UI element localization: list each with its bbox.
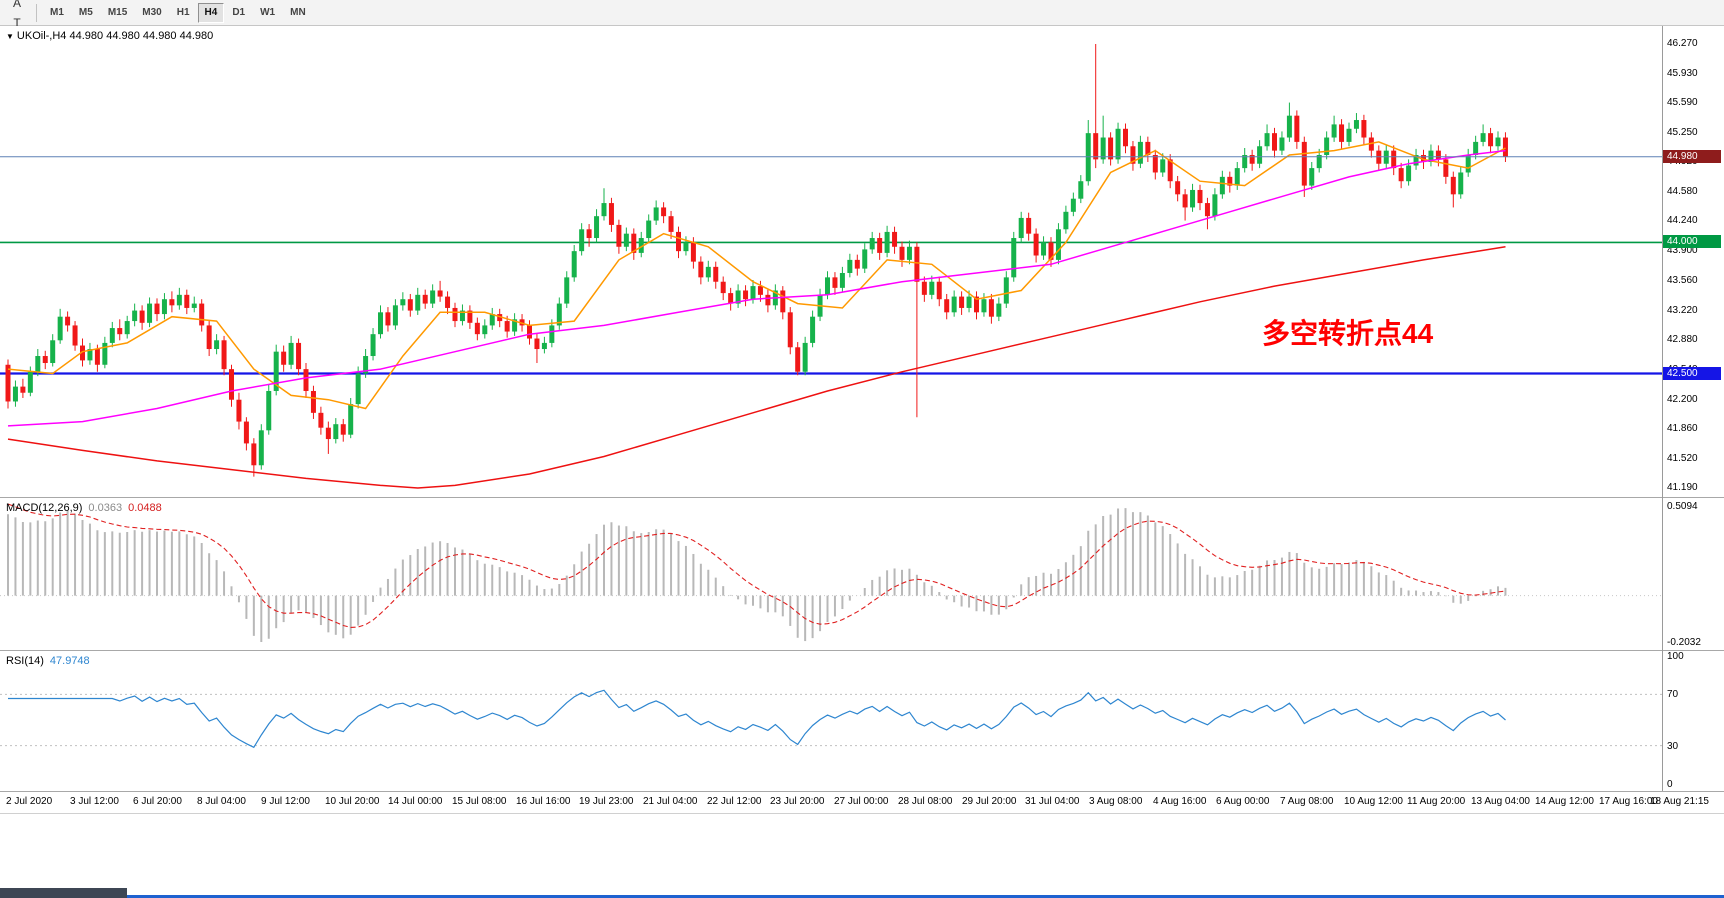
time-axis-label: 21 Jul 04:00 xyxy=(643,796,698,807)
macd-panel[interactable]: MACD(12,26,9) 0.0363 0.0488 0.5094 -0.2032 xyxy=(0,498,1724,650)
price-axis-label: 44.240 xyxy=(1667,215,1698,226)
price-axis-label: 45.930 xyxy=(1667,68,1698,79)
hline-price-badge: 44.000 xyxy=(1663,235,1721,248)
rsi-axis-label: 0 xyxy=(1667,779,1673,790)
rsi-indicator-name: RSI(14) xyxy=(6,655,44,667)
time-axis-label: 29 Jul 20:00 xyxy=(962,796,1017,807)
price-axis-label: 42.200 xyxy=(1667,394,1698,405)
timeframe-w1-button[interactable]: W1 xyxy=(260,7,276,18)
time-axis-label: 3 Aug 08:00 xyxy=(1089,796,1143,807)
time-axis-label: 18 Aug 21:15 xyxy=(1650,796,1709,807)
chart-title: ▼ UKOil-,H4 44.980 44.980 44.980 44.980 xyxy=(6,30,213,42)
bottom-tab xyxy=(0,888,127,898)
symbol-dropdown-icon[interactable]: ▼ xyxy=(6,32,14,41)
price-axis-label: 46.270 xyxy=(1667,38,1698,49)
time-axis-label: 4 Aug 16:00 xyxy=(1153,796,1207,807)
rsi-axis-label: 100 xyxy=(1667,651,1684,662)
rsi-axis-label: 30 xyxy=(1667,741,1679,752)
time-axis-label: 31 Jul 04:00 xyxy=(1025,796,1080,807)
time-axis-label: 8 Jul 04:00 xyxy=(197,796,246,807)
timeframe-m15-button[interactable]: M15 xyxy=(107,7,128,18)
time-axis-label: 10 Aug 12:00 xyxy=(1344,796,1403,807)
price-axis-label: 45.590 xyxy=(1667,97,1698,108)
current-price-badge: 44.980 xyxy=(1663,150,1721,163)
chart-bottom-border xyxy=(0,813,1724,814)
timeframe-h1-button[interactable]: H1 xyxy=(176,7,190,18)
price-axis-label: 41.520 xyxy=(1667,453,1698,464)
price-axis-label: 43.560 xyxy=(1667,275,1698,286)
price-axis-label: 43.900 xyxy=(1667,245,1698,256)
timeframe-h4-button[interactable]: H4 xyxy=(197,2,225,23)
text-annotation-icon[interactable]: A xyxy=(12,0,21,10)
price-axis-label: 42.880 xyxy=(1667,334,1698,345)
time-axis-label: 3 Jul 12:00 xyxy=(70,796,119,807)
timeframe-m30-button[interactable]: M30 xyxy=(142,7,162,18)
time-axis-label: 22 Jul 12:00 xyxy=(707,796,762,807)
time-axis-label: 10 Jul 20:00 xyxy=(325,796,380,807)
time-axis-label: 14 Aug 12:00 xyxy=(1535,796,1594,807)
hline-price-badge: 42.500 xyxy=(1663,367,1721,380)
price-axis-label: 44.580 xyxy=(1667,186,1698,197)
rsi-chart[interactable] xyxy=(0,651,1662,791)
time-axis-label: 11 Aug 20:00 xyxy=(1407,796,1466,807)
panel-splitter[interactable] xyxy=(0,497,1724,498)
panel-splitter[interactable] xyxy=(0,791,1724,792)
rsi-value: 47.9748 xyxy=(49,655,90,667)
time-axis-label: 28 Jul 08:00 xyxy=(898,796,953,807)
macd-chart[interactable] xyxy=(0,498,1662,650)
time-axis-label: 27 Jul 00:00 xyxy=(834,796,889,807)
time-axis-label: 19 Jul 23:00 xyxy=(579,796,634,807)
rsi-label: RSI(14) 47.9748 xyxy=(6,655,90,667)
price-axis-label: 45.250 xyxy=(1667,127,1698,138)
time-axis-label: 16 Jul 16:00 xyxy=(516,796,571,807)
macd-label: MACD(12,26,9) 0.0363 0.0488 xyxy=(6,502,162,514)
time-axis-label: 6 Aug 00:00 xyxy=(1216,796,1270,807)
rsi-axis-label: 70 xyxy=(1667,689,1679,700)
time-axis-label: 2 Jul 2020 xyxy=(6,796,53,807)
time-axis-label: 14 Jul 00:00 xyxy=(388,796,443,807)
price-chart-panel[interactable]: ▼ UKOil-,H4 44.980 44.980 44.980 44.980 多… xyxy=(0,26,1724,497)
time-axis-label: 23 Jul 20:00 xyxy=(770,796,825,807)
timeframe-d1-button[interactable]: D1 xyxy=(232,7,246,18)
symbol-timeframe-label: UKOil-,H4 xyxy=(16,30,67,42)
timeframe-m5-button[interactable]: M5 xyxy=(78,7,93,18)
rsi-panel[interactable]: RSI(14) 47.9748 100 70 30 0 xyxy=(0,651,1724,791)
time-axis-label: 17 Aug 16:00 xyxy=(1599,796,1658,807)
ohlc-quotes: 44.980 44.980 44.980 44.980 xyxy=(69,30,214,42)
text-label-icon[interactable]: T xyxy=(13,15,21,30)
timeframe-m1-button[interactable]: M1 xyxy=(50,7,64,18)
panel-splitter[interactable] xyxy=(0,650,1724,651)
time-axis-label: 7 Aug 08:00 xyxy=(1280,796,1334,807)
price-axis-separator xyxy=(1662,26,1663,791)
macd-axis-max: 0.5094 xyxy=(1667,501,1698,512)
time-axis-label: 15 Jul 08:00 xyxy=(452,796,507,807)
toolbar-separator xyxy=(36,3,37,22)
timeframe-mn-button[interactable]: MN xyxy=(290,7,306,18)
price-axis-label: 41.190 xyxy=(1667,482,1698,493)
macd-main-value: 0.0363 xyxy=(88,502,123,514)
time-axis-label: 9 Jul 12:00 xyxy=(261,796,310,807)
macd-axis-min: -0.2032 xyxy=(1667,637,1701,648)
time-axis-label: 13 Aug 04:00 xyxy=(1471,796,1530,807)
price-axis-label: 43.220 xyxy=(1667,305,1698,316)
time-axis-label: 6 Jul 20:00 xyxy=(133,796,182,807)
annotation-text: 多空转折点44 xyxy=(1262,318,1434,349)
candlestick-chart[interactable] xyxy=(0,26,1662,497)
macd-signal-value: 0.0488 xyxy=(128,502,162,514)
price-axis-label: 41.860 xyxy=(1667,423,1698,434)
bottom-edge-line xyxy=(0,895,1724,898)
time-axis[interactable]: 2 Jul 2020 3 Jul 12:00 6 Jul 20:00 8 Jul 04… xyxy=(0,792,1724,814)
macd-indicator-name: MACD(12,26,9) xyxy=(6,502,83,514)
